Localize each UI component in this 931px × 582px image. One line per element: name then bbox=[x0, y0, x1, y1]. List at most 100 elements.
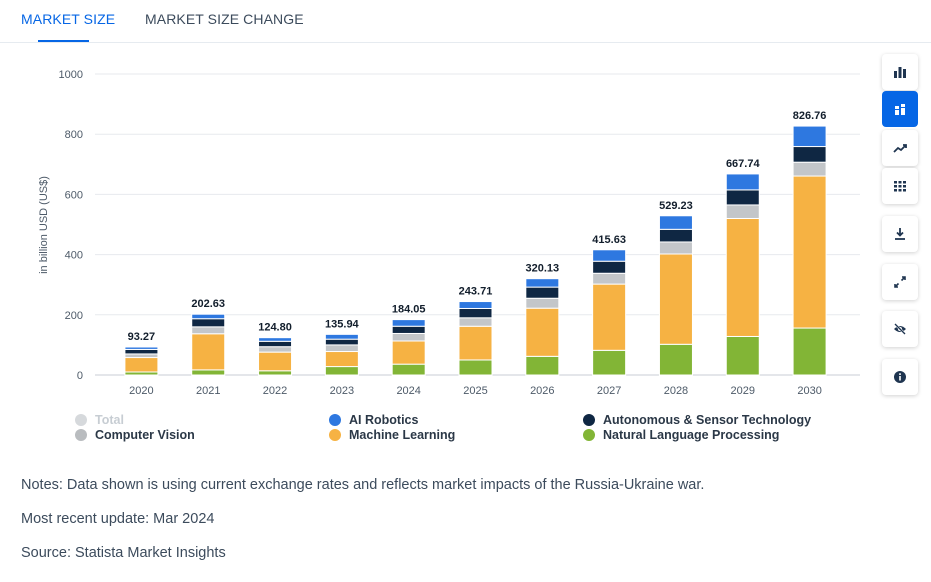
bar-segment[interactable] bbox=[124, 357, 159, 373]
bar-segment[interactable] bbox=[391, 319, 426, 327]
bar-segment[interactable] bbox=[792, 161, 827, 177]
bar-segment[interactable] bbox=[191, 369, 226, 376]
bar-segment[interactable] bbox=[458, 317, 493, 327]
bar-segment[interactable] bbox=[124, 346, 159, 350]
tab-bar: MARKET SIZE MARKET SIZE CHANGE bbox=[0, 0, 931, 43]
bar-chart-icon bbox=[894, 67, 906, 78]
info-button[interactable] bbox=[882, 359, 918, 395]
y-tick-label: 0 bbox=[77, 370, 83, 382]
bar-segment[interactable] bbox=[391, 325, 426, 334]
bar-segment[interactable] bbox=[458, 307, 493, 319]
bar-segment[interactable] bbox=[725, 217, 760, 337]
legend-item-autonomous-sensor[interactable]: Autonomous & Sensor Technology bbox=[583, 413, 811, 427]
legend-label: Natural Language Processing bbox=[603, 428, 780, 442]
bar-segment[interactable] bbox=[658, 253, 693, 345]
total-data-label: 320.13 bbox=[525, 263, 559, 275]
legend-label: AI Robotics bbox=[349, 413, 419, 427]
legend-label: Machine Learning bbox=[349, 428, 456, 442]
legend-dot bbox=[75, 414, 87, 426]
x-tick-label: 2028 bbox=[664, 385, 688, 397]
total-data-label: 124.80 bbox=[258, 322, 292, 334]
table-view-button[interactable] bbox=[882, 168, 918, 204]
bar-segment[interactable] bbox=[258, 340, 293, 348]
legend-item-ai-robotics[interactable]: AI Robotics bbox=[329, 413, 418, 427]
bar-segment[interactable] bbox=[191, 313, 226, 320]
bar-segment[interactable] bbox=[324, 366, 359, 376]
legend-item-machine-learning[interactable]: Machine Learning bbox=[329, 428, 455, 442]
x-tick-label: 2027 bbox=[597, 385, 621, 397]
legend-dot bbox=[75, 429, 87, 441]
bar-segment[interactable] bbox=[258, 346, 293, 353]
bar-segment[interactable] bbox=[658, 215, 693, 230]
line-chart-button[interactable] bbox=[882, 130, 918, 166]
bar-segment[interactable] bbox=[525, 286, 560, 299]
x-tick-label: 2021 bbox=[196, 385, 220, 397]
bar-segment[interactable] bbox=[191, 326, 226, 335]
bar-segment[interactable] bbox=[258, 337, 293, 342]
total-data-label: 184.05 bbox=[392, 304, 426, 316]
x-tick-label: 2025 bbox=[463, 385, 487, 397]
bar-segment[interactable] bbox=[191, 318, 226, 328]
fullscreen-button[interactable] bbox=[882, 264, 918, 300]
bar-segment[interactable] bbox=[792, 175, 827, 329]
total-data-label: 529.23 bbox=[659, 200, 693, 212]
bar-segment[interactable] bbox=[525, 307, 560, 357]
bar-segment[interactable] bbox=[592, 349, 627, 376]
bar-segment[interactable] bbox=[458, 359, 493, 376]
bar-segment[interactable] bbox=[258, 351, 293, 372]
stacked-bar-button[interactable] bbox=[882, 91, 918, 127]
download-icon bbox=[895, 228, 905, 240]
bar-segment[interactable] bbox=[525, 297, 560, 309]
bar-segment[interactable] bbox=[792, 125, 827, 148]
bar-segment[interactable] bbox=[592, 249, 627, 262]
legend-label: Autonomous & Sensor Technology bbox=[603, 413, 812, 427]
legend-item-nlp[interactable]: Natural Language Processing bbox=[583, 428, 779, 442]
hide-button[interactable] bbox=[882, 311, 918, 347]
legend-item-computer-vision[interactable]: Computer Vision bbox=[75, 428, 195, 442]
bar-chart-button[interactable] bbox=[882, 54, 918, 90]
bar-segment[interactable] bbox=[324, 344, 359, 353]
bar-segment[interactable] bbox=[391, 332, 426, 342]
bar-segment[interactable] bbox=[592, 260, 627, 274]
bar-segment[interactable] bbox=[458, 325, 493, 361]
download-button[interactable] bbox=[882, 216, 918, 252]
bar-segment[interactable] bbox=[324, 338, 359, 346]
bar-segment[interactable] bbox=[324, 333, 359, 340]
total-data-label: 135.94 bbox=[325, 318, 360, 330]
bar-segment[interactable] bbox=[592, 272, 627, 285]
tab-market-size-change[interactable]: MARKET SIZE CHANGE bbox=[145, 11, 304, 27]
bar-segment[interactable] bbox=[792, 327, 827, 376]
y-axis-label: in billion USD (US$) bbox=[38, 176, 50, 274]
tab-market-size[interactable]: MARKET SIZE bbox=[21, 11, 116, 27]
y-tick-label: 800 bbox=[65, 129, 83, 141]
bar-segment[interactable] bbox=[658, 241, 693, 255]
y-tick-label: 600 bbox=[65, 189, 83, 201]
bar-segment[interactable] bbox=[191, 333, 226, 371]
bar-segment[interactable] bbox=[124, 353, 159, 359]
bar-segment[interactable] bbox=[458, 301, 493, 309]
info-icon bbox=[894, 371, 906, 383]
bar-segment[interactable] bbox=[525, 278, 560, 288]
bar-segment[interactable] bbox=[725, 204, 760, 219]
bar-segment[interactable] bbox=[725, 173, 760, 191]
bar-segment[interactable] bbox=[391, 363, 426, 376]
bar-segment[interactable] bbox=[592, 283, 627, 351]
total-data-label: 826.76 bbox=[793, 110, 827, 122]
bar-segment[interactable] bbox=[658, 228, 693, 243]
bar-segment[interactable] bbox=[258, 370, 293, 376]
bar-segment[interactable] bbox=[124, 348, 159, 355]
bar-segment[interactable] bbox=[391, 340, 426, 365]
bar-segment[interactable] bbox=[725, 335, 760, 376]
total-data-label: 415.63 bbox=[592, 234, 626, 246]
active-tab-indicator bbox=[38, 40, 89, 42]
bar-segment[interactable] bbox=[324, 351, 359, 368]
bar-segment[interactable] bbox=[725, 189, 760, 206]
bar-segment[interactable] bbox=[792, 146, 827, 163]
bar-segment[interactable] bbox=[658, 343, 693, 376]
legend-dot bbox=[329, 414, 341, 426]
legend-item-total[interactable]: Total bbox=[75, 413, 124, 427]
bar-segment[interactable] bbox=[525, 355, 560, 376]
x-tick-label: 2030 bbox=[797, 385, 821, 397]
x-tick-label: 2020 bbox=[129, 385, 153, 397]
